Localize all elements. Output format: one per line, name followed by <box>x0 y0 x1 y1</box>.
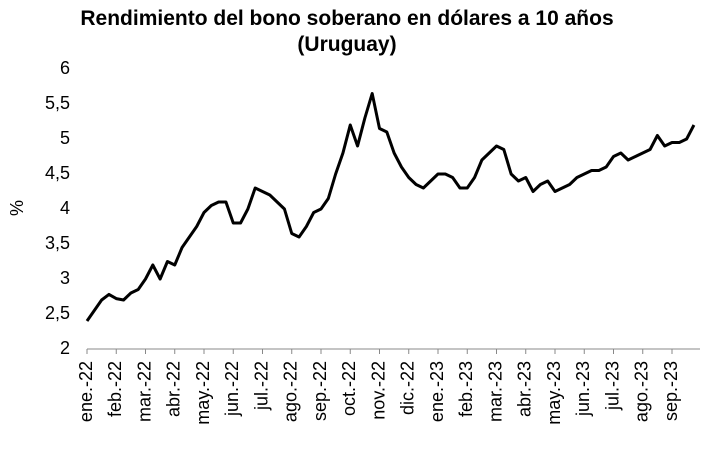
chart-title: Rendimiento del bono soberano en dólares… <box>80 7 614 56</box>
x-tick-label: jul.-23 <box>602 361 622 411</box>
x-tick-label: sep.-23 <box>661 361 681 421</box>
x-tick-label: abr.-22 <box>164 361 184 417</box>
x-tick-label: ene.-23 <box>427 361 447 422</box>
x-tick-label: oct.-22 <box>339 361 359 416</box>
x-tick-label: jul.-22 <box>251 361 271 411</box>
x-tick-label: mar.-22 <box>134 361 154 422</box>
y-tick-label: 5,5 <box>45 93 70 113</box>
x-tick-label: jun.-23 <box>573 361 593 417</box>
y-tick-label: 2 <box>60 338 70 358</box>
y-tick-label: 3 <box>60 268 70 288</box>
y-tick-label: 6 <box>60 58 70 78</box>
y-tick-label: 5 <box>60 128 70 148</box>
x-tick-label: dic.-22 <box>398 361 418 415</box>
x-tick-label: mar.-23 <box>485 361 505 422</box>
x-tick-label: sep.-22 <box>310 361 330 421</box>
x-tick-label: feb.-23 <box>456 361 476 417</box>
x-tick-label: abr.-23 <box>515 361 535 417</box>
y-tick-label: 2,5 <box>45 303 70 323</box>
y-axis-label: % <box>7 200 27 216</box>
x-tick-label: ene.-22 <box>76 361 96 422</box>
x-tick-label: nov.-22 <box>368 361 388 420</box>
x-tick-label: ago.-22 <box>281 361 301 422</box>
y-tick-label: 4,5 <box>45 163 70 183</box>
x-tick-label: ago.-23 <box>632 361 652 422</box>
y-tick-label: 3,5 <box>45 233 70 253</box>
data-line <box>85 92 696 322</box>
x-tick-label: feb.-22 <box>105 361 125 417</box>
x-tick-label: may.-23 <box>544 361 564 425</box>
y-tick-label: 4 <box>60 198 70 218</box>
x-tick-label: may.-22 <box>193 361 213 425</box>
x-tick-label: jun.-22 <box>222 361 242 417</box>
